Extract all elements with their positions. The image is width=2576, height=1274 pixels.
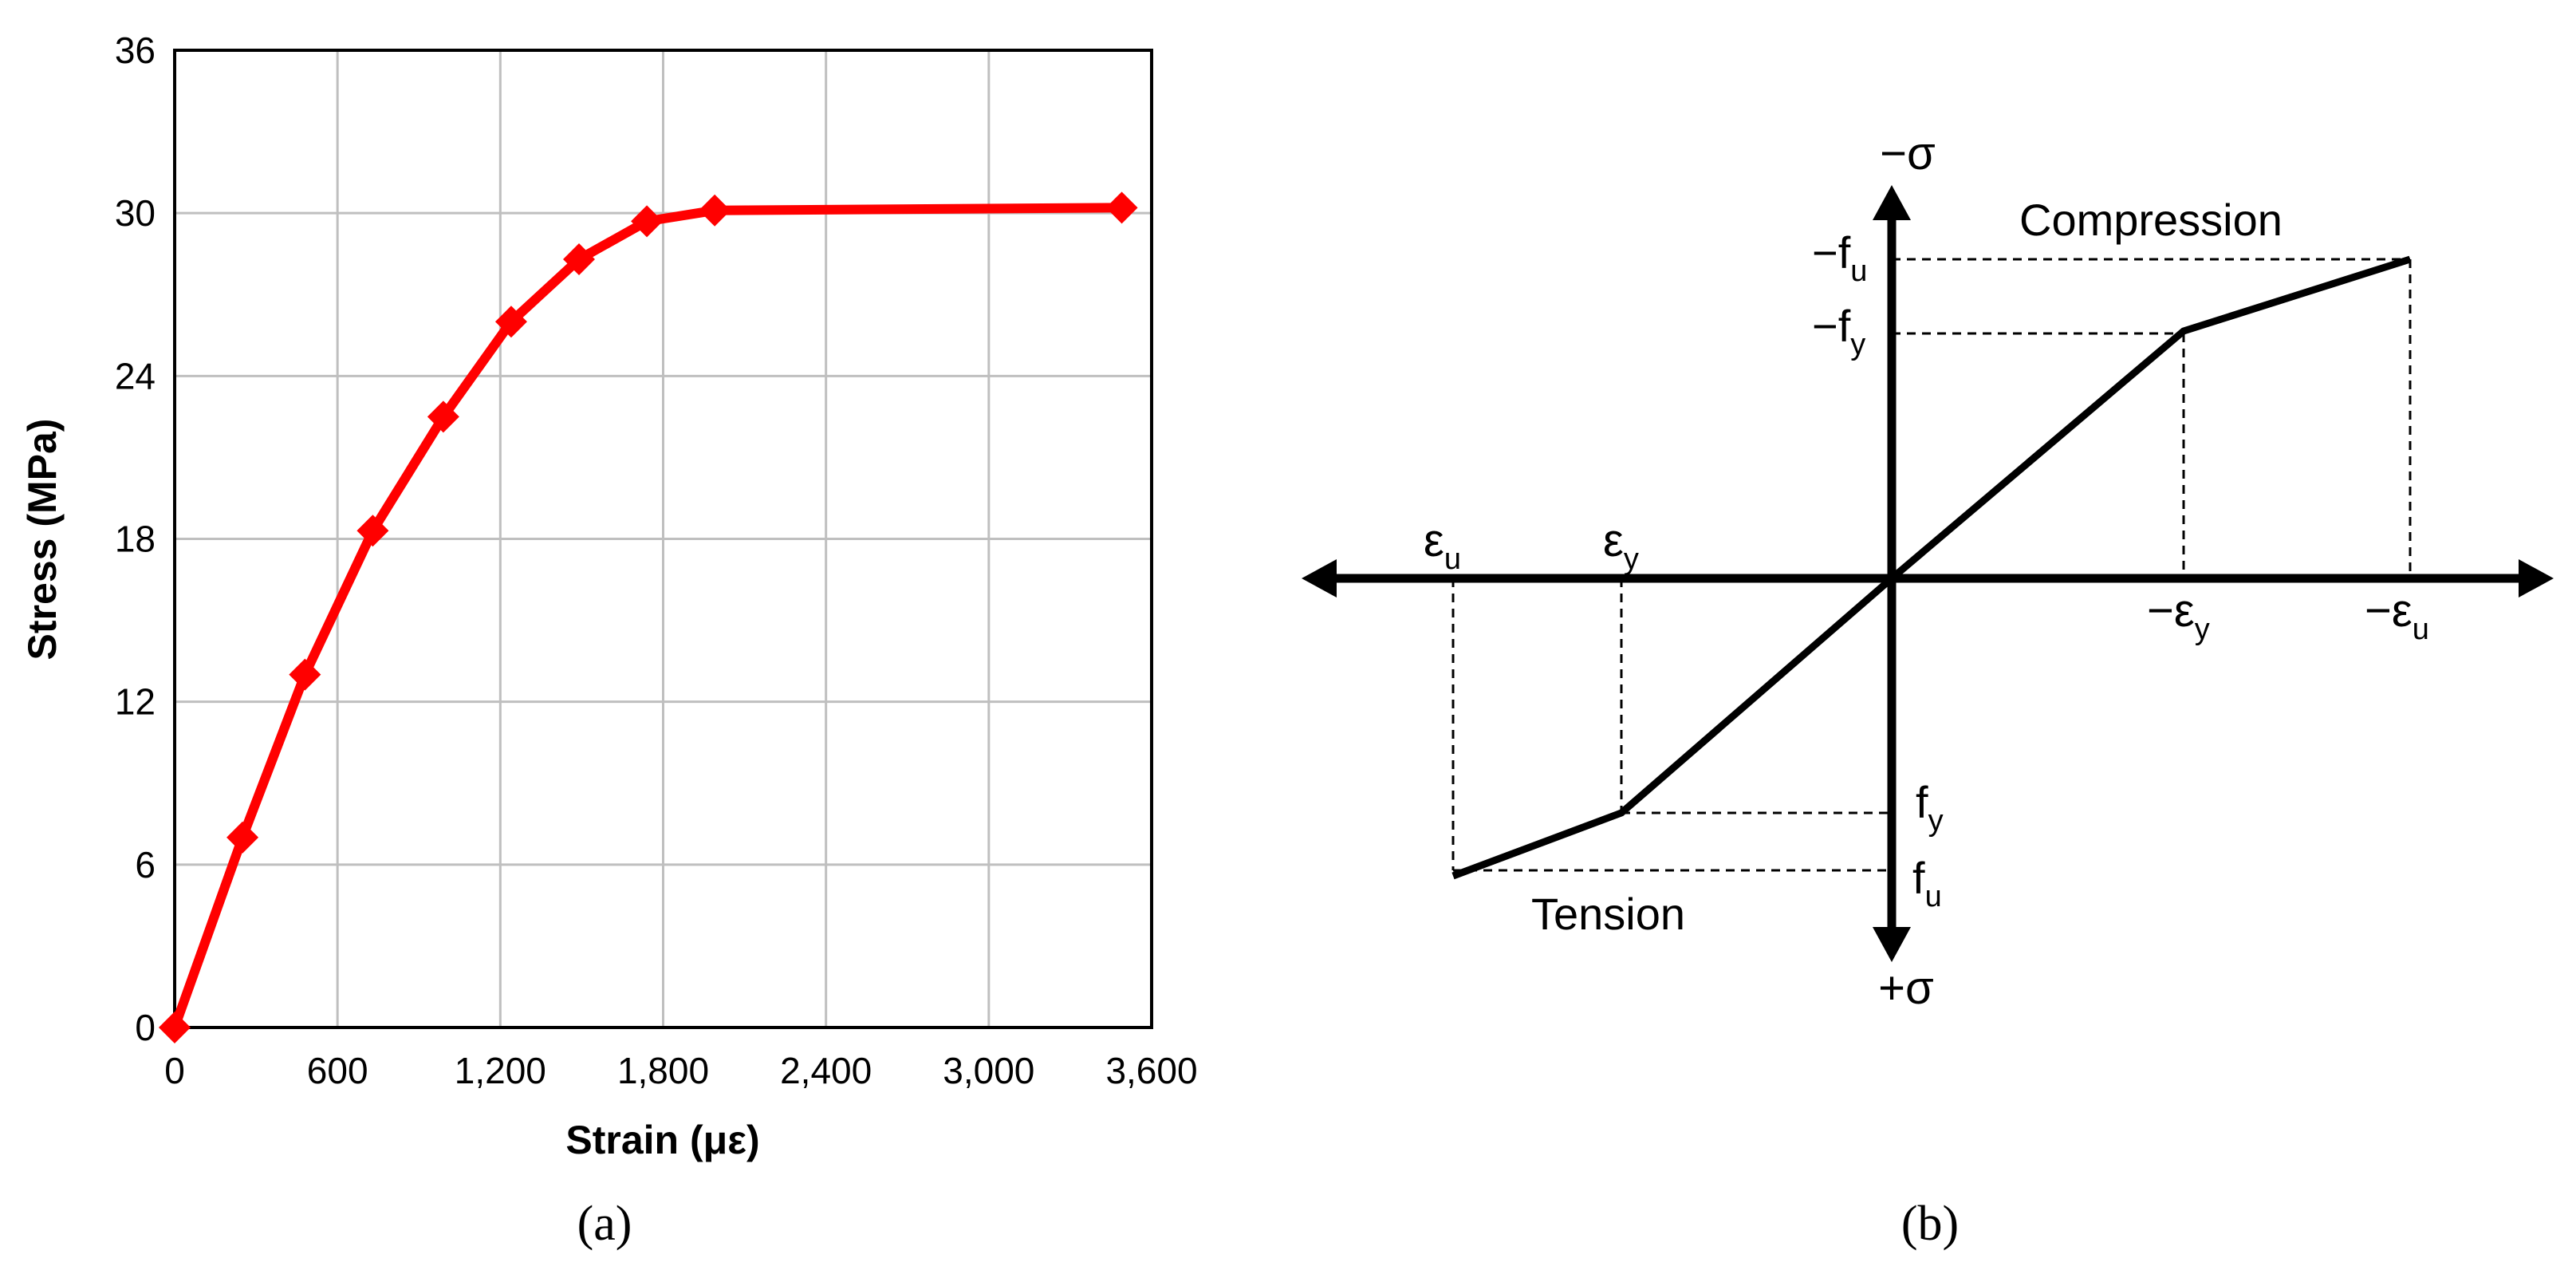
data-point-marker [226, 821, 259, 854]
data-point-marker [159, 1012, 191, 1043]
panel-a-label: (a) [577, 1197, 632, 1251]
x-axis-label: Strain (με) [565, 1118, 759, 1162]
fy-label: fy [1916, 777, 1944, 838]
compression-label: Compression [2019, 195, 2283, 245]
x-tick-label: 2,400 [780, 1050, 872, 1091]
y-tick-label: 12 [115, 681, 156, 723]
neg-eps-y-label: −εy [2147, 585, 2210, 646]
data-point-marker [1105, 191, 1138, 224]
x-tick-label: 1,800 [617, 1050, 709, 1091]
fu-label: fu [1912, 853, 1942, 913]
x-tick-label: 600 [307, 1050, 368, 1091]
panel-b-schematic [1302, 185, 2554, 962]
data-point-marker [699, 194, 731, 227]
y-tick-label: 24 [115, 355, 156, 396]
strain-axis-arrow-left [1302, 559, 1337, 598]
x-tick-label: 1,200 [455, 1050, 546, 1091]
data-point-marker [631, 205, 664, 238]
panel-b-label: (b) [1901, 1197, 1959, 1251]
x-tick-label: 3,000 [943, 1050, 1034, 1091]
neg-fy-label: −fy [1812, 301, 1865, 361]
y-tick-label: 6 [135, 844, 156, 885]
data-point-marker [289, 658, 321, 691]
data-line [170, 203, 1122, 1030]
stress-axis-arrow-bottom [1873, 927, 1911, 962]
data-point-marker [427, 400, 459, 433]
pos-sigma-label: +σ [1878, 962, 1934, 1014]
y-tick-labels: 0 6 12 18 24 30 36 [115, 30, 156, 1048]
neg-eps-u-label: −εu [2365, 585, 2429, 646]
x-tick-label: 3,600 [1105, 1050, 1197, 1091]
eps-u-label: εu [1424, 515, 1461, 576]
grid [175, 50, 1152, 1027]
stress-axis-arrow-top [1873, 185, 1911, 220]
data-point-marker [494, 306, 527, 338]
neg-fu-label: −fu [1812, 227, 1867, 288]
y-tick-label: 36 [115, 30, 156, 71]
x-tick-labels: 0 600 1,200 1,800 2,400 3,000 3,600 [164, 1050, 1197, 1091]
eps-y-label: εy [1603, 515, 1639, 576]
y-axis-label: Stress (MPa) [20, 419, 65, 661]
y-tick-label: 30 [115, 192, 156, 234]
data-point-marker [356, 515, 389, 547]
strain-axis-arrow-right [2519, 559, 2554, 598]
plot-frame [173, 49, 1153, 1029]
bilinear-curve [1451, 255, 2412, 880]
neg-sigma-label: −σ [1880, 128, 1936, 179]
tension-label: Tension [1531, 889, 1685, 939]
data-markers [159, 191, 1138, 1043]
y-tick-label: 18 [115, 519, 156, 560]
panel-a-chart: 0 6 12 18 24 30 36 0 600 1,200 1,800 2,400 3,000 3,6… [20, 30, 1198, 1251]
data-point-marker [563, 243, 596, 276]
dashed-guides [1451, 258, 2412, 872]
y-tick-label: 0 [135, 1007, 156, 1048]
x-tick-label: 0 [164, 1050, 185, 1091]
